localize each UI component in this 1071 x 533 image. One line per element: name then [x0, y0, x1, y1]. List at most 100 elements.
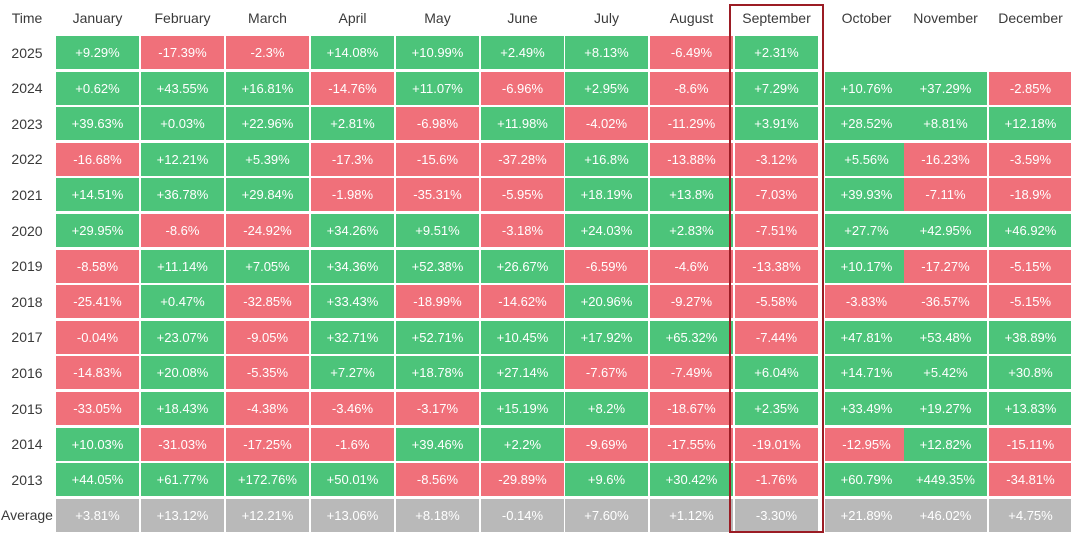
row-label-2017: 2017 — [0, 320, 54, 354]
cell-2014-october: -12.95% — [825, 427, 908, 461]
cell-2021-december: -18.9% — [989, 178, 1071, 212]
cell-2024-october: +10.76% — [825, 71, 908, 105]
row-label-2020: 2020 — [0, 214, 54, 247]
cell-2014-august: -17.55% — [650, 427, 733, 461]
cell-2017-february: +23.07% — [141, 320, 224, 354]
cell-2016-december: +30.8% — [989, 356, 1071, 390]
cell-2015-november: +19.27% — [904, 392, 987, 425]
cell-2019-december: -5.15% — [989, 249, 1071, 283]
cell-2022-february: +12.21% — [141, 142, 224, 176]
cell-2016-november: +5.42% — [904, 356, 987, 390]
cell-2013-february: +61.77% — [141, 463, 224, 497]
row-label-2024: 2024 — [0, 71, 54, 105]
cell-2015-march: -4.38% — [226, 392, 309, 425]
cell-average-august: +1.12% — [650, 498, 733, 532]
cell-2019-may: +52.38% — [396, 249, 479, 283]
cell-2013-march: +172.76% — [226, 463, 309, 497]
cell-2024-march: +16.81% — [226, 71, 309, 105]
column-header-july: July — [565, 4, 648, 32]
cell-2024-may: +11.07% — [396, 71, 479, 105]
cell-2017-july: +17.92% — [565, 320, 648, 354]
cell-2016-july: -7.67% — [565, 356, 648, 390]
cell-2023-october: +28.52% — [825, 107, 908, 141]
cell-2020-february: -8.6% — [141, 214, 224, 247]
cell-2015-august: -18.67% — [650, 392, 733, 425]
cell-2022-november: -16.23% — [904, 142, 987, 176]
cell-2022-may: -15.6% — [396, 142, 479, 176]
cell-2020-march: -24.92% — [226, 214, 309, 247]
cell-2024-august: -8.6% — [650, 71, 733, 105]
row-label-2019: 2019 — [0, 249, 54, 283]
cell-2021-june: -5.95% — [481, 178, 564, 212]
cell-2021-march: +29.84% — [226, 178, 309, 212]
cell-2013-september: -1.76% — [735, 463, 818, 497]
row-label-2025: 2025 — [0, 36, 54, 69]
cell-2025-march: -2.3% — [226, 36, 309, 69]
cell-2023-september: +3.91% — [735, 107, 818, 141]
cell-2016-august: -7.49% — [650, 356, 733, 390]
cell-2019-march: +7.05% — [226, 249, 309, 283]
cell-2021-august: +13.8% — [650, 178, 733, 212]
column-header-february: February — [141, 4, 224, 32]
cell-2016-september: +6.04% — [735, 356, 818, 390]
cell-2019-october: +10.17% — [825, 249, 908, 283]
cell-2017-january: -0.04% — [56, 320, 139, 354]
cell-2015-january: -33.05% — [56, 392, 139, 425]
cell-2017-march: -9.05% — [226, 320, 309, 354]
cell-2020-april: +34.26% — [311, 214, 394, 247]
column-header-march: March — [226, 4, 309, 32]
cell-2016-january: -14.83% — [56, 356, 139, 390]
cell-2020-january: +29.95% — [56, 214, 139, 247]
cell-2015-june: +15.19% — [481, 392, 564, 425]
cell-2018-november: -36.57% — [904, 285, 987, 319]
cell-2014-february: -31.03% — [141, 427, 224, 461]
cell-2018-january: -25.41% — [56, 285, 139, 319]
cell-2023-january: +39.63% — [56, 107, 139, 141]
cell-2015-april: -3.46% — [311, 392, 394, 425]
cell-2014-march: -17.25% — [226, 427, 309, 461]
cell-2024-september: +7.29% — [735, 71, 818, 105]
cell-average-december: +4.75% — [989, 498, 1071, 532]
row-label-2018: 2018 — [0, 285, 54, 319]
cell-2016-may: +18.78% — [396, 356, 479, 390]
cell-2016-february: +20.08% — [141, 356, 224, 390]
cell-2015-may: -3.17% — [396, 392, 479, 425]
cell-2014-may: +39.46% — [396, 427, 479, 461]
cell-2013-october: +60.79% — [825, 463, 908, 497]
cell-2025-june: +2.49% — [481, 36, 564, 69]
column-header-september: September — [735, 4, 818, 32]
cell-2023-april: +2.81% — [311, 107, 394, 141]
cell-2013-april: +50.01% — [311, 463, 394, 497]
cell-2020-may: +9.51% — [396, 214, 479, 247]
cell-2025-february: -17.39% — [141, 36, 224, 69]
cell-2019-january: -8.58% — [56, 249, 139, 283]
cell-2013-january: +44.05% — [56, 463, 139, 497]
cell-2016-march: -5.35% — [226, 356, 309, 390]
cell-2020-september: -7.51% — [735, 214, 818, 247]
cell-2020-october: +27.7% — [825, 214, 908, 247]
cell-2023-february: +0.03% — [141, 107, 224, 141]
row-label-2022: 2022 — [0, 142, 54, 176]
cell-2019-november: -17.27% — [904, 249, 987, 283]
cell-2020-july: +24.03% — [565, 214, 648, 247]
cell-2022-april: -17.3% — [311, 142, 394, 176]
cell-2021-april: -1.98% — [311, 178, 394, 212]
cell-average-november: +46.02% — [904, 498, 987, 532]
cell-2021-january: +14.51% — [56, 178, 139, 212]
cell-2014-december: -15.11% — [989, 427, 1071, 461]
cell-average-may: +8.18% — [396, 498, 479, 532]
cell-2015-october: +33.49% — [825, 392, 908, 425]
cell-2019-september: -13.38% — [735, 249, 818, 283]
cell-2013-november: +449.35% — [904, 463, 987, 497]
cell-2022-january: -16.68% — [56, 142, 139, 176]
cell-2023-may: -6.98% — [396, 107, 479, 141]
column-header-april: April — [311, 4, 394, 32]
row-label-2013: 2013 — [0, 463, 54, 497]
cell-2025-july: +8.13% — [565, 36, 648, 69]
row-label-2014: 2014 — [0, 427, 54, 461]
cell-2025-april: +14.08% — [311, 36, 394, 69]
corner-label: Time — [0, 4, 54, 32]
cell-2016-april: +7.27% — [311, 356, 394, 390]
cell-2025-september: +2.31% — [735, 36, 818, 69]
